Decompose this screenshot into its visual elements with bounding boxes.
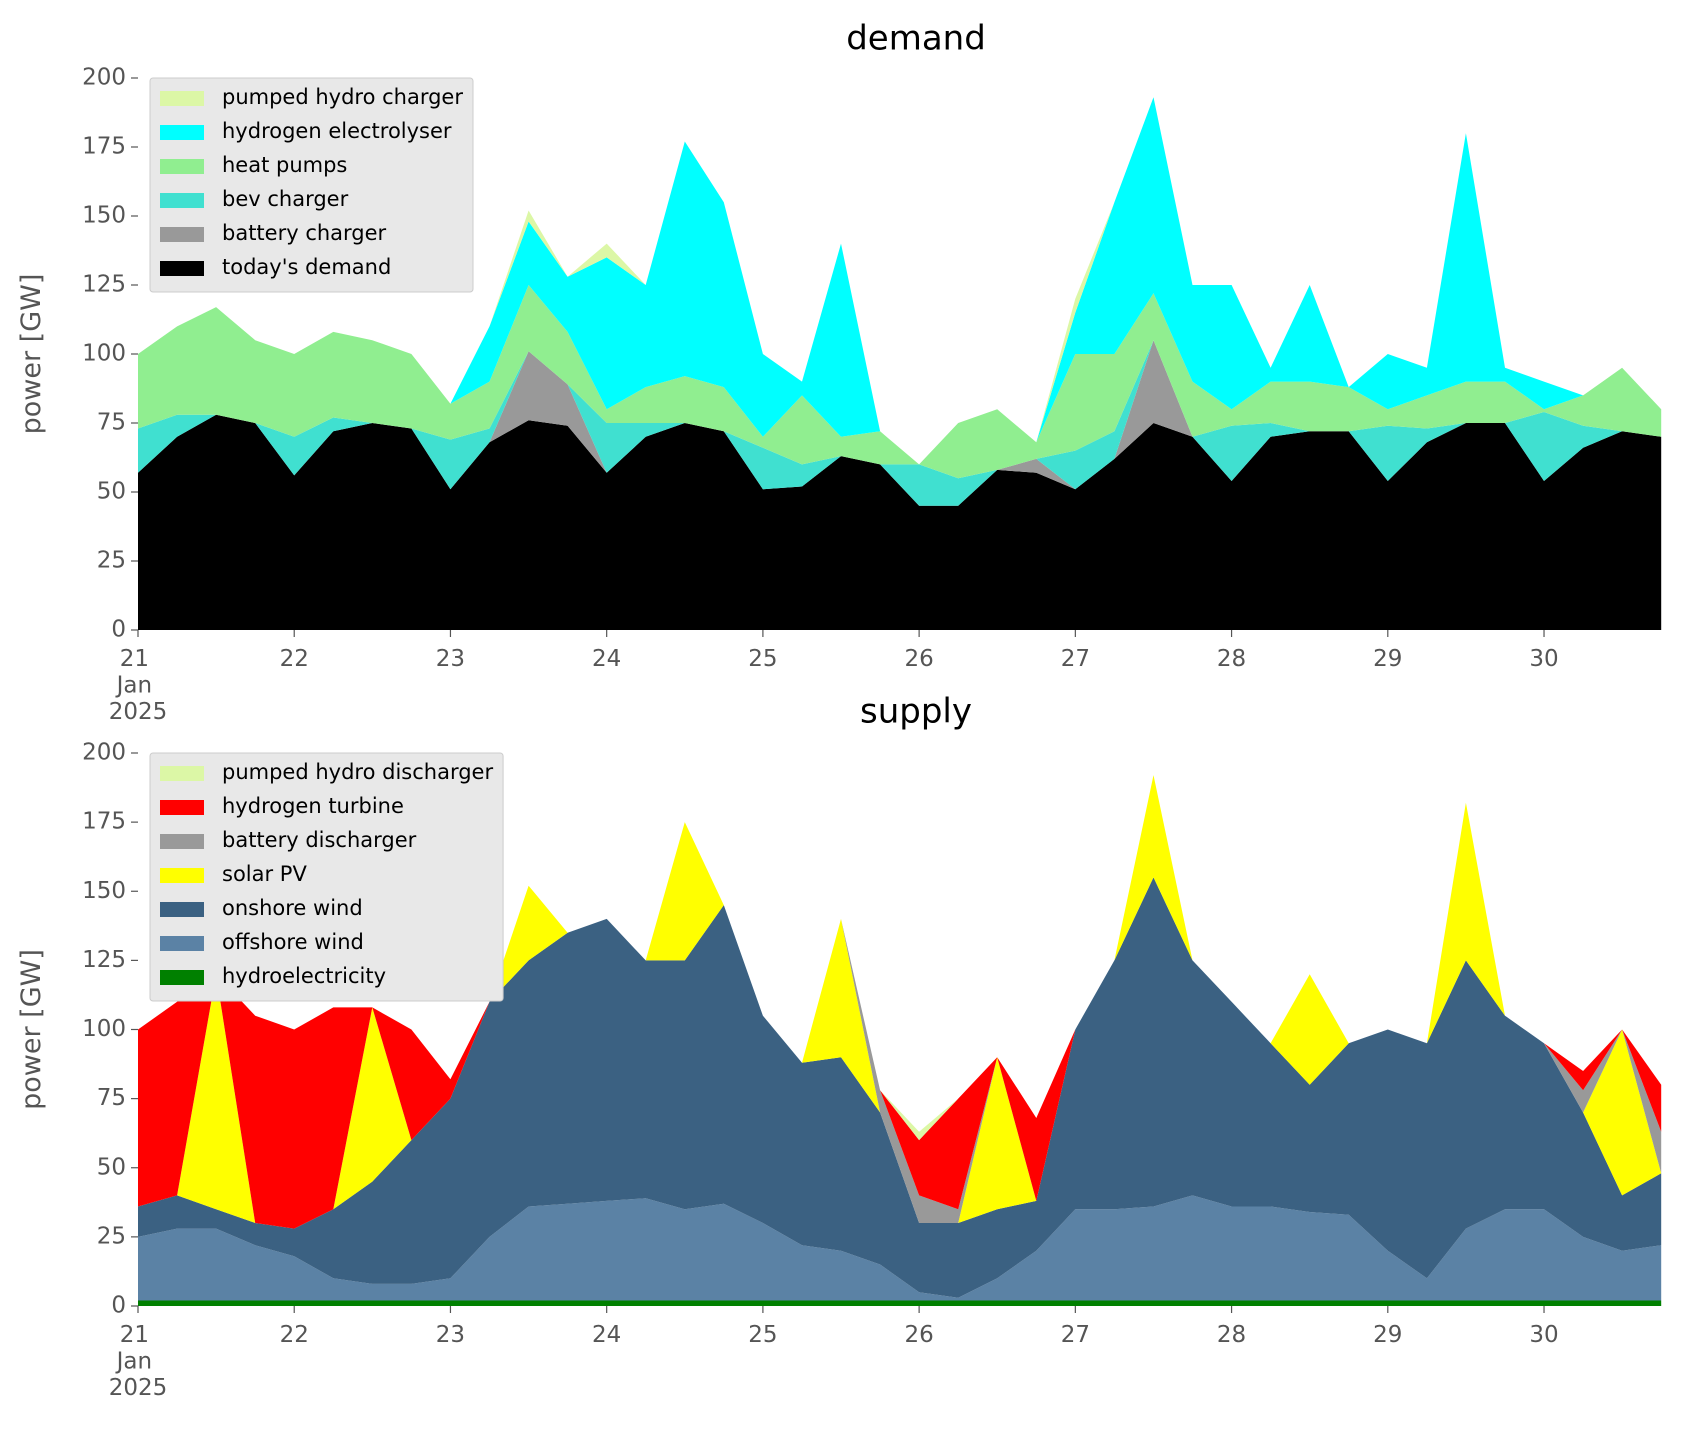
- x-tick-label: 29: [1373, 646, 1402, 672]
- legend-box: [149, 77, 474, 293]
- y-tick-label: 100: [82, 341, 126, 367]
- y-tick-label: 50: [97, 1154, 126, 1180]
- legend-label: solar PV: [222, 862, 307, 886]
- x-tick-label: 27: [1061, 1322, 1090, 1348]
- legend-label: hydroelectricity: [222, 964, 386, 988]
- area: [138, 775, 1662, 1229]
- x-tick-label: 21 Jan 2025: [109, 1322, 168, 1401]
- x-tick-label: 26: [904, 1322, 933, 1348]
- area: [138, 414, 1662, 630]
- legend-label: heat pumps: [222, 153, 347, 177]
- y-axis-label: power [GW]: [16, 274, 47, 435]
- y-tick-label: 150: [82, 878, 126, 904]
- panel: supply power [GW] 0 25 50 75 100 125 150 175 200 21…: [16, 692, 1662, 1401]
- legend-swatch: [160, 970, 204, 985]
- legend-label: onshore wind: [222, 896, 363, 920]
- y-tick-label: 75: [97, 1085, 126, 1111]
- legend-swatch: [160, 125, 204, 140]
- y-axis-label: power [GW]: [16, 949, 47, 1110]
- x-tick-label: 26: [904, 646, 933, 672]
- y-tick-label: 200: [82, 740, 126, 766]
- legend-swatch: [160, 227, 204, 242]
- legend-swatch: [160, 936, 204, 951]
- y-tick-label: 0: [111, 1293, 126, 1319]
- legend-swatch: [160, 159, 204, 174]
- legend-box: [149, 752, 504, 1002]
- y-tick-label: 175: [82, 809, 126, 835]
- y-tick-label: 25: [97, 1223, 126, 1249]
- legend-label: today's demand: [222, 255, 391, 279]
- y-tick-label: 125: [82, 947, 126, 973]
- legend-swatch: [160, 834, 204, 849]
- panel: demand power [GW] 0 25 50 75 100 125 150 175 200 21…: [16, 19, 1662, 725]
- x-tick-label: 30: [1529, 646, 1558, 672]
- y-tick-label: 50: [97, 479, 126, 505]
- legend-swatch: [160, 193, 204, 208]
- x-tick-label: 25: [748, 1322, 777, 1348]
- area: [138, 340, 1662, 506]
- chart-title: demand: [846, 19, 986, 59]
- area: [138, 1195, 1662, 1301]
- y-tick-label: 125: [82, 272, 126, 298]
- area: [138, 285, 1662, 479]
- x-tick-label: 22: [280, 1322, 309, 1348]
- legend-swatch: [160, 766, 204, 781]
- x-tick-label: 30: [1529, 1322, 1558, 1348]
- legend-label: hydrogen electrolyser: [222, 119, 452, 143]
- area: [138, 340, 1662, 506]
- legend-label: offshore wind: [222, 930, 364, 954]
- y-tick-label: 175: [82, 134, 126, 160]
- legend-swatch: [160, 902, 204, 917]
- y-tick-label: 25: [97, 548, 126, 574]
- area: [138, 877, 1662, 1298]
- y-tick-label: 150: [82, 203, 126, 229]
- legend-swatch: [160, 91, 204, 106]
- legend-label: battery charger: [222, 221, 387, 245]
- y-tick-label: 200: [82, 65, 126, 91]
- legend-label: hydrogen turbine: [222, 794, 404, 818]
- y-tick-label: 100: [82, 1016, 126, 1042]
- y-tick-label: 75: [97, 410, 126, 436]
- y-tick-label: 0: [111, 617, 126, 643]
- legend-label: battery discharger: [222, 828, 417, 852]
- legend-swatch: [160, 261, 204, 276]
- area: [138, 97, 1662, 465]
- chart-title: supply: [860, 692, 972, 732]
- legend-label: pumped hydro charger: [222, 85, 463, 109]
- x-tick-label: 27: [1061, 646, 1090, 672]
- x-tick-label: 23: [436, 646, 465, 672]
- x-tick-label: 24: [592, 646, 621, 672]
- legend-swatch: [160, 868, 204, 883]
- x-tick-label: 24: [592, 1322, 621, 1348]
- legend-label: bev charger: [222, 187, 349, 211]
- x-tick-label: 21 Jan 2025: [109, 646, 168, 725]
- legend-label: pumped hydro discharger: [222, 760, 493, 784]
- x-tick-label: 28: [1217, 1322, 1246, 1348]
- area: [138, 1300, 1662, 1306]
- x-tick-label: 22: [280, 646, 309, 672]
- x-tick-label: 29: [1373, 1322, 1402, 1348]
- x-tick-label: 28: [1217, 646, 1246, 672]
- legend-swatch: [160, 800, 204, 815]
- x-tick-label: 23: [436, 1322, 465, 1348]
- x-tick-label: 25: [748, 646, 777, 672]
